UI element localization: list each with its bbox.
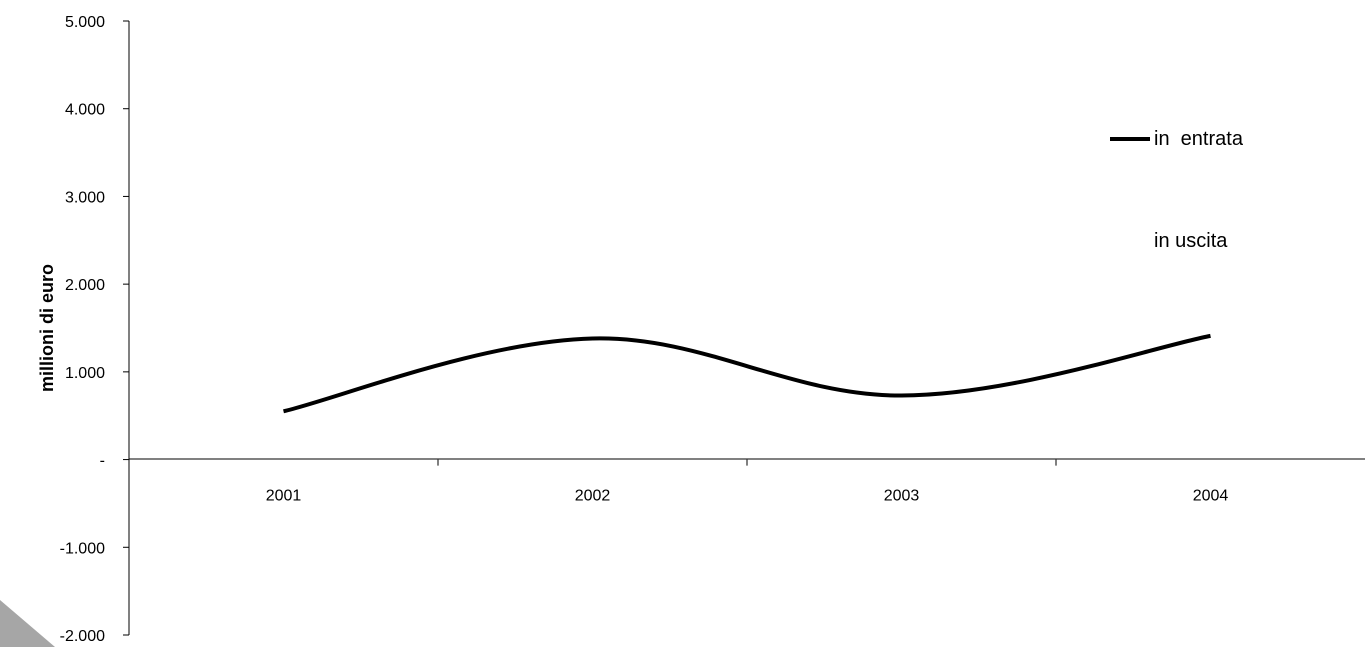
x-tick-label: 2001 <box>266 488 302 505</box>
legend: in entrata in uscita <box>1110 128 1244 252</box>
legend-label: in uscita <box>1154 230 1228 252</box>
legend-label: in entrata <box>1154 128 1244 150</box>
y-tick-label: 1.000 <box>65 365 105 382</box>
x-tick-label: 2004 <box>1193 488 1229 505</box>
y-tick-label: -2.000 <box>60 628 105 645</box>
series-layer <box>283 333 1211 414</box>
y-tick-label: 5.000 <box>65 14 105 31</box>
y-tick-label: - <box>100 453 105 470</box>
y-axis-title: millioni di euro <box>37 264 57 392</box>
series-line-0 <box>283 333 1211 414</box>
y-tick-label: 4.000 <box>65 102 105 119</box>
x-tick-label: 2002 <box>575 488 611 505</box>
decorative-wedge <box>0 600 55 647</box>
x-tick-label: 2003 <box>884 488 920 505</box>
y-tick-label: 3.000 <box>65 189 105 206</box>
y-tick-label: 2.000 <box>65 277 105 294</box>
y-tick-label: -1.000 <box>60 540 105 557</box>
ticks-layer: 5.000 4.000 3.000 2.000 1.000 - -1.000 -2.000 20… <box>60 14 1229 645</box>
